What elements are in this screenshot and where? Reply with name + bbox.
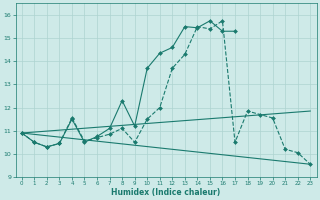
X-axis label: Humidex (Indice chaleur): Humidex (Indice chaleur) [111,188,221,197]
